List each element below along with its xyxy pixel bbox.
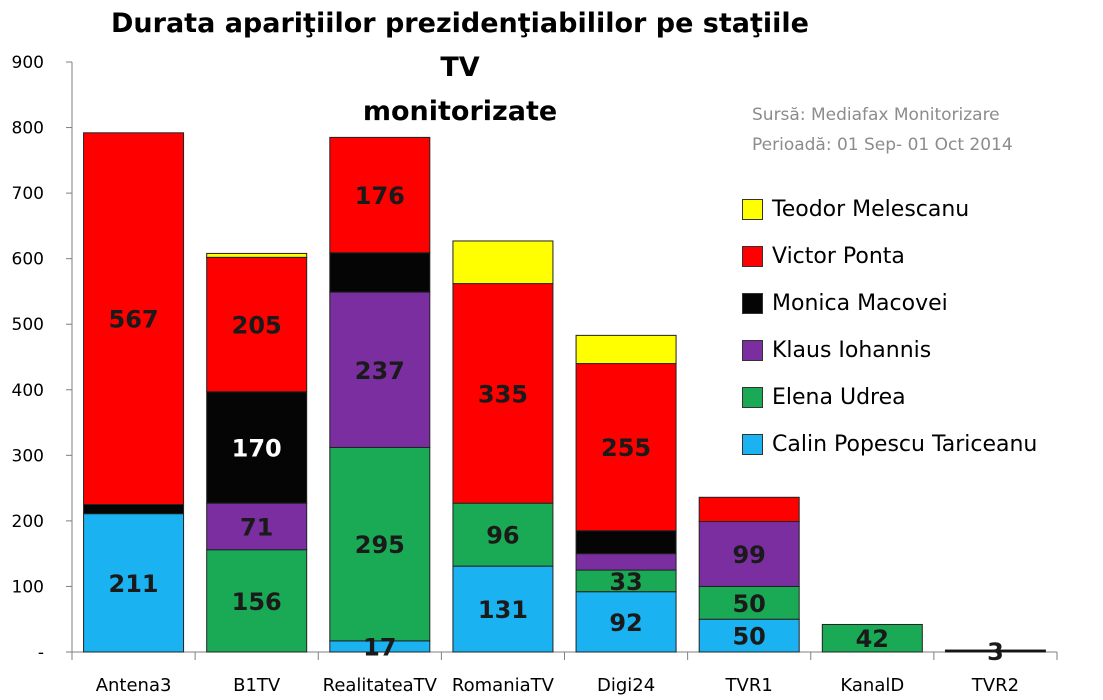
data-label: 237 <box>355 357 405 385</box>
data-label: 567 <box>109 306 159 334</box>
legend-swatch <box>742 387 763 408</box>
y-tick-label: 900 <box>12 53 44 73</box>
data-labels: 2115671567117020517295237176131963359233… <box>109 182 1004 666</box>
bar-segment <box>944 649 1046 653</box>
period-line: Perioadă: 01 Sep- 01 Oct 2014 <box>752 135 1013 155</box>
bar-segment <box>575 334 677 365</box>
data-label: 176 <box>355 182 405 210</box>
x-tick-label: B1TV <box>233 675 281 696</box>
bar-segment <box>206 549 308 653</box>
legend-item: Calin Popescu Tariceanu <box>742 421 1087 468</box>
axes: - 100 200 300 400 500 600 700 800 900 Antena3 B1TV R… <box>12 53 1058 696</box>
data-label: 33 <box>609 568 642 596</box>
data-label: 42 <box>856 625 889 653</box>
bar-segment <box>83 513 185 653</box>
bar-segment <box>83 132 185 506</box>
chart-title: Durata apariţiilor prezidenţiabililor pe… <box>90 2 830 134</box>
legend-label: Calin Popescu Tariceanu <box>772 432 1038 457</box>
y-tick-label: - <box>38 643 44 663</box>
bar-segment <box>821 623 923 653</box>
data-label: 170 <box>232 434 282 462</box>
x-tick-label: RealitateaTV <box>323 675 438 696</box>
y-tick-label: 300 <box>12 446 44 466</box>
data-label: 295 <box>355 531 405 559</box>
data-label: 96 <box>486 522 519 550</box>
bars <box>83 132 1046 653</box>
data-label: 3 <box>987 638 1004 666</box>
bar-segment <box>452 283 554 504</box>
legend-label: Victor Ponta <box>772 244 905 269</box>
y-tick-label: 400 <box>12 381 44 401</box>
data-label: 71 <box>240 513 273 541</box>
legend-swatch <box>742 434 763 455</box>
bar-segment <box>698 521 800 587</box>
data-label: 335 <box>478 380 528 408</box>
legend-label: Teodor Melescanu <box>772 197 970 222</box>
legend-item: Monica Macovei <box>742 280 1087 327</box>
legend-item: Teodor Melescanu <box>742 186 1087 233</box>
data-label: 50 <box>732 590 765 618</box>
data-label: 255 <box>601 434 651 462</box>
bar-segment <box>329 446 431 642</box>
data-label: 205 <box>232 312 282 340</box>
x-tick-label: TVR1 <box>725 675 773 696</box>
bar-segment <box>452 240 554 285</box>
bar-segment <box>698 585 800 620</box>
data-label: 99 <box>732 541 765 569</box>
y-tick-label: 800 <box>12 119 44 139</box>
bar-segment <box>206 252 308 258</box>
y-tick-label: 100 <box>12 577 44 597</box>
data-label: 131 <box>478 596 528 624</box>
legend-label: Klaus Iohannis <box>772 338 932 363</box>
x-tick-label: RomaniaTV <box>452 675 555 696</box>
legend-item: Klaus Iohannis <box>742 327 1087 374</box>
data-label: 211 <box>109 570 159 598</box>
x-tick-label: TVR2 <box>971 675 1019 696</box>
bar-segment <box>329 136 431 254</box>
data-label: 50 <box>732 623 765 651</box>
data-label: 17 <box>363 633 396 661</box>
chart-title-line-1: Durata apariţiilor prezidenţiabililor pe… <box>111 8 809 83</box>
bar-segment <box>452 565 554 653</box>
bar-segment <box>206 391 308 504</box>
bar-segment <box>698 496 800 523</box>
source-line: Sursă: Mediafax Monitorizare <box>752 105 1000 125</box>
x-tick-label: Antena3 <box>96 675 172 696</box>
chart-title-line-2: monitorizate <box>362 96 558 127</box>
legend-label: Elena Udrea <box>772 385 906 410</box>
legend-swatch <box>742 246 763 267</box>
bar-segment <box>698 618 800 653</box>
y-tick-label: 700 <box>12 184 44 204</box>
legend-swatch <box>742 340 763 361</box>
y-tick-label: 500 <box>12 315 44 335</box>
bar-segment <box>452 502 554 567</box>
legend-item: Elena Udrea <box>742 374 1087 421</box>
y-tick-label: 600 <box>12 250 44 270</box>
legend-swatch <box>742 293 763 314</box>
bar-segment <box>329 252 431 293</box>
legend-item: Victor Ponta <box>742 233 1087 280</box>
y-tick-label: 200 <box>12 512 44 532</box>
legend-swatch <box>742 199 763 220</box>
legend: Teodor Melescanu Victor Ponta Monica Mac… <box>742 186 1087 468</box>
x-tick-label: KanalD <box>840 675 904 696</box>
bar-segment <box>575 530 677 555</box>
legend-label: Monica Macovei <box>772 291 948 316</box>
data-label: 92 <box>609 609 642 637</box>
bar-segment <box>329 291 431 448</box>
bar-segment <box>83 504 185 515</box>
x-tick-label: Digi24 <box>597 675 655 696</box>
data-label: 156 <box>232 588 282 616</box>
source-note: Sursă: Mediafax Monitorizare Perioadă: 0… <box>752 100 1013 160</box>
